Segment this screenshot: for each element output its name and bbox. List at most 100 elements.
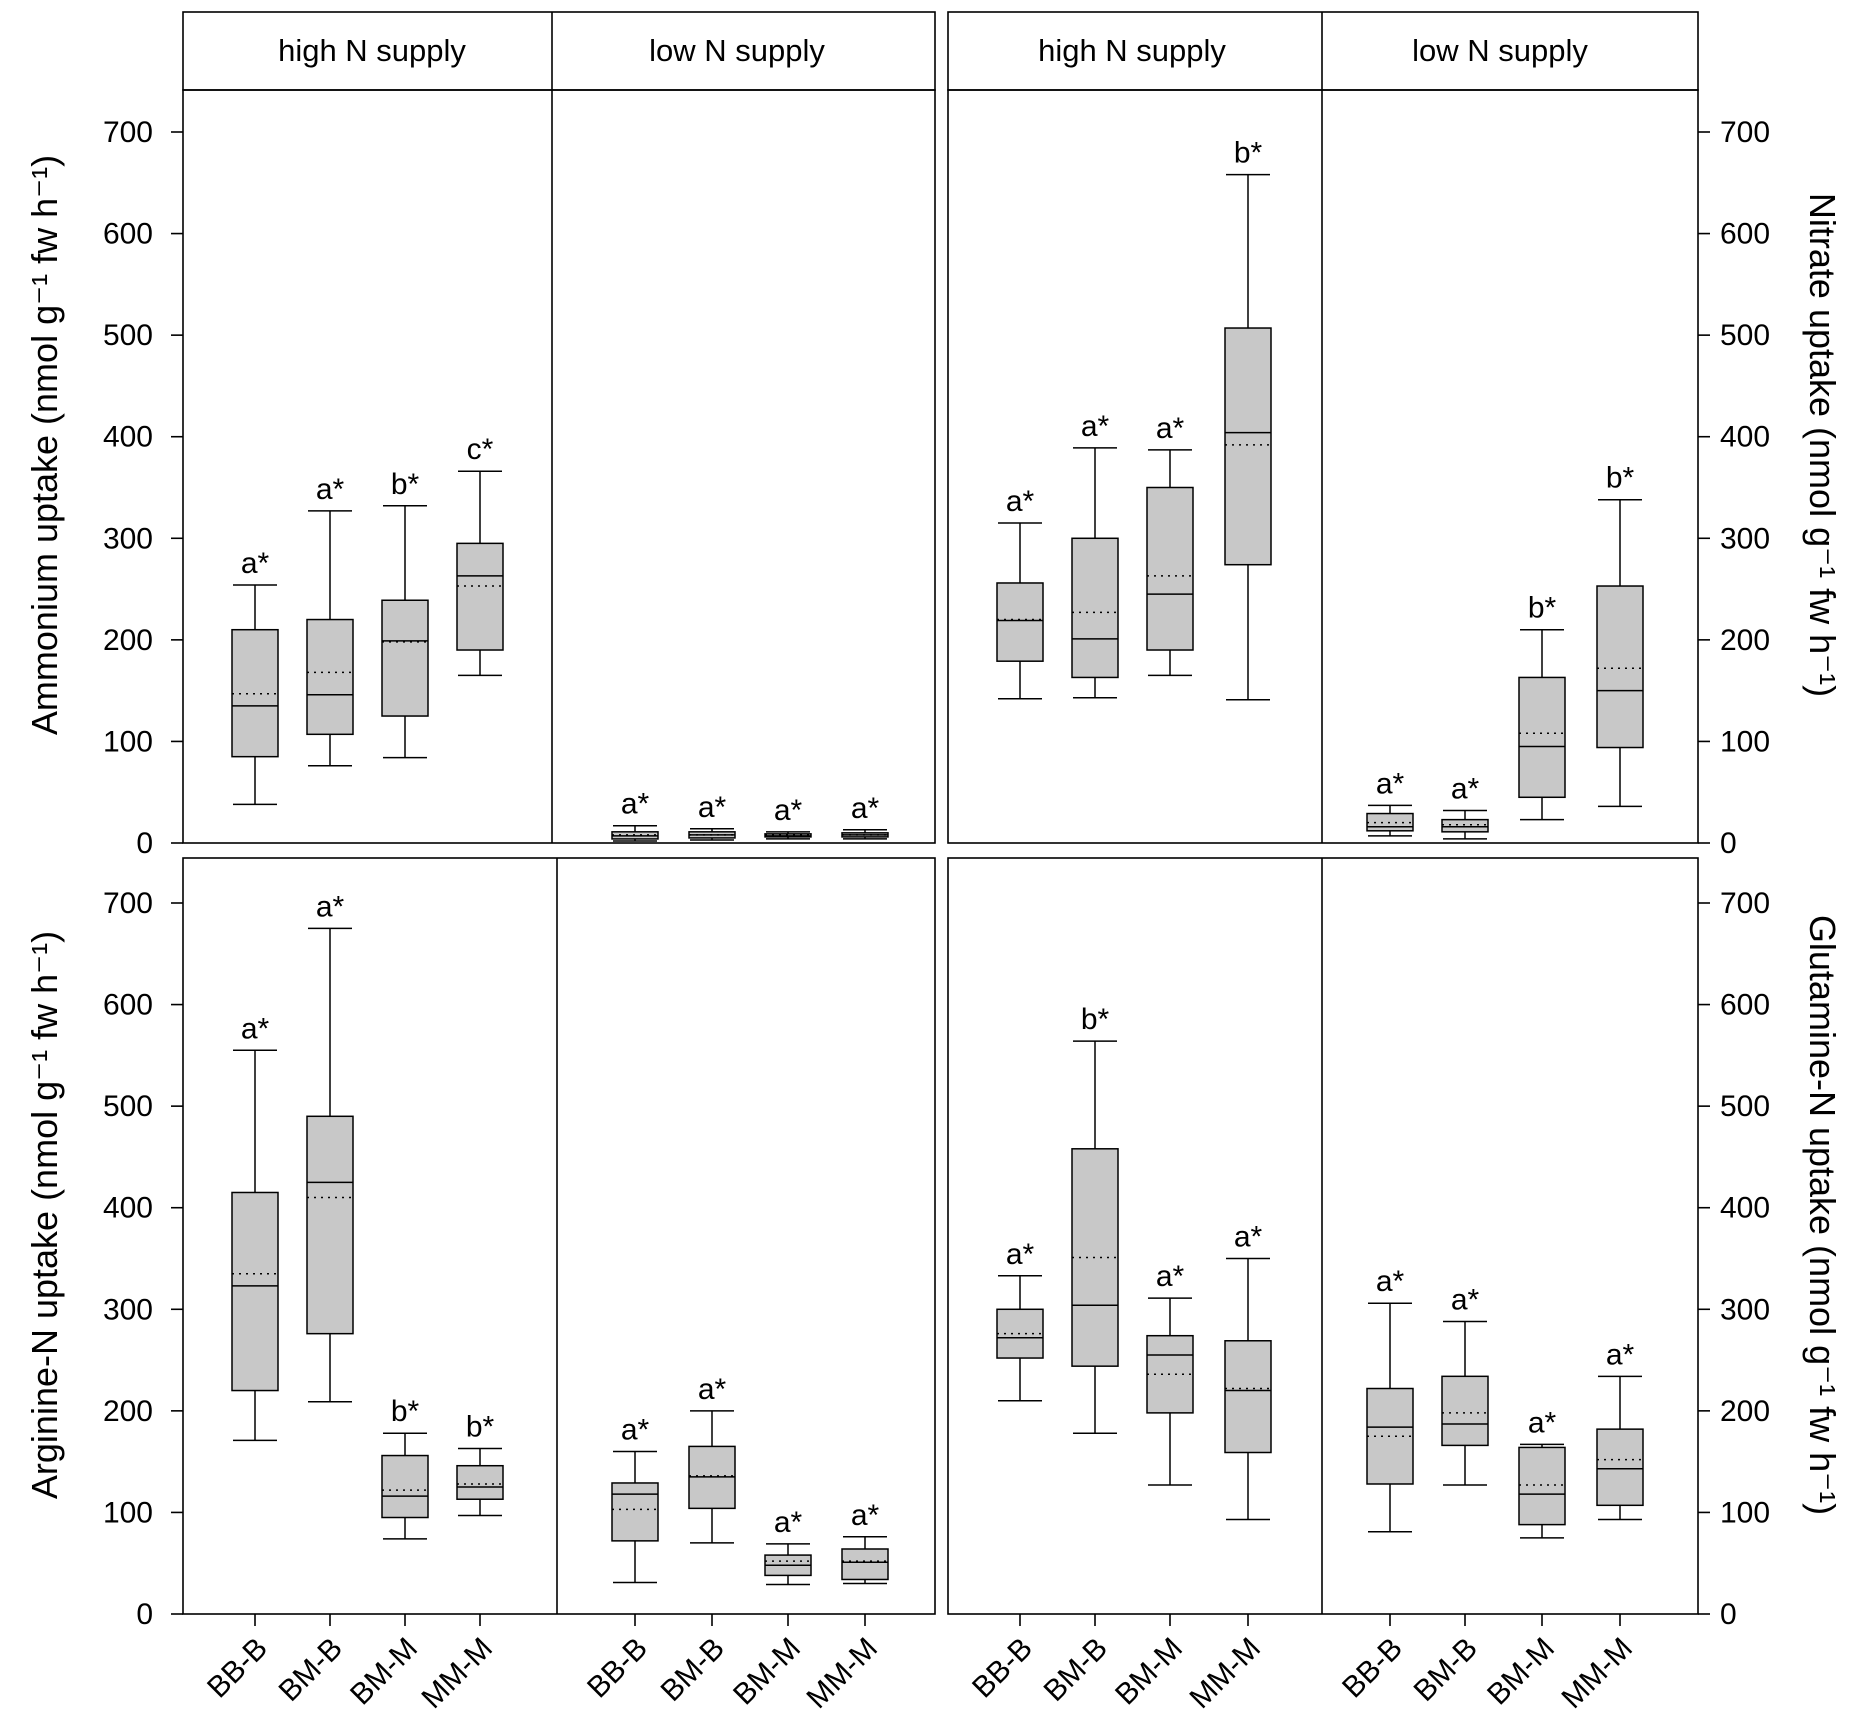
box-nitrate-uptake-bb-b-body [996,582,1044,662]
y-tick-label-left: 200 [103,624,153,657]
box-glutamine-n-uptake-bm-m-significance-label: a* [1156,1260,1185,1293]
box-glutamine-n-uptake-mm-m-body [1596,1428,1644,1507]
box-ammonium-uptake-bb-b-significance-label: a* [621,788,650,821]
x-tick-label: BB-B [1336,1632,1409,1705]
panel-glutamine-frame [947,857,1699,1615]
strip-label-left-high: high N supply [278,33,466,68]
box-arginine-n-uptake-bb-b-body [611,1482,659,1542]
x-tick-label: BM-M [1481,1632,1561,1712]
y-tick-label-left: 500 [103,1090,153,1123]
x-tick-label: BM-B [1408,1632,1484,1708]
panel-nitrate-frame [947,89,1699,844]
box-arginine-n-uptake-mm-m-body [841,1548,889,1581]
box-nitrate-uptake-bm-b-significance-label: a* [1081,410,1110,443]
box-glutamine-n-uptake-bb-b-significance-label: a* [1006,1238,1035,1271]
y-tick-label-right: 100 [1720,1496,1770,1529]
y-tick-label-right: 300 [1720,522,1770,555]
y-tick-label-left: 0 [136,827,153,860]
box-glutamine-n-uptake-bb-b-significance-label: a* [1376,1265,1405,1298]
box-ammonium-uptake-mm-m-significance-label: c* [467,433,494,466]
box-arginine-n-uptake-bm-m-body [381,1454,429,1519]
x-tick-label: BM-B [655,1632,731,1708]
box-arginine-n-uptake-mm-m-body [456,1464,504,1500]
y-tick-label-right: 400 [1720,1192,1770,1225]
x-tick-label: BM-M [1109,1632,1189,1712]
box-nitrate-uptake-bm-m-body [1518,676,1566,799]
box-glutamine-n-uptake-bm-m-significance-label: a* [1528,1406,1557,1439]
x-tick-label: BB-B [581,1632,654,1705]
box-glutamine-n-uptake-bm-m-body [1518,1446,1566,1526]
box-ammonium-uptake-bm-m-significance-label: a* [774,794,803,827]
box-arginine-n-uptake-bm-b-significance-label: a* [316,890,345,923]
y-tick-label-right: 700 [1720,116,1770,149]
box-ammonium-uptake-bm-b-significance-label: a* [316,473,345,506]
strip-label-right-high: high N supply [1038,33,1226,68]
y-tick-label-left: 300 [103,522,153,555]
x-tick-label: BM-M [727,1632,807,1712]
box-nitrate-uptake-bm-m-significance-label: a* [1156,412,1185,445]
ylabel-arginine: Arginine-N uptake (nmol g⁻¹ fw h⁻¹) [24,931,65,1499]
box-ammonium-uptake-mm-m-body [456,542,504,651]
y-tick-label-right: 400 [1720,421,1770,454]
box-glutamine-n-uptake-bm-b-significance-label: a* [1451,1283,1480,1316]
box-arginine-n-uptake-mm-m-significance-label: a* [851,1499,880,1532]
y-tick-label-left: 100 [103,725,153,758]
box-arginine-n-uptake-bm-b-body [306,1115,354,1335]
x-tick-label: MM-M [801,1632,884,1715]
y-tick-label-right: 100 [1720,725,1770,758]
y-tick-label-left: 600 [103,218,153,251]
panel-ammonium-frame [182,89,936,844]
box-nitrate-uptake-bm-m-body [1146,486,1194,651]
y-tick-label-right: 200 [1720,624,1770,657]
y-tick-label-right: 700 [1720,887,1770,920]
box-arginine-n-uptake-mm-m-significance-label: b* [466,1410,495,1443]
box-arginine-n-uptake-bm-m-significance-label: a* [774,1506,803,1539]
y-tick-label-left: 600 [103,989,153,1022]
x-tick-label: BM-B [273,1632,349,1708]
ylabel-glutamine: Glutamine-N uptake (nmol g⁻¹ fw h⁻¹) [1802,915,1843,1515]
box-ammonium-uptake-mm-m-significance-label: a* [851,792,880,825]
box-ammonium-uptake-bm-b-body [306,618,354,736]
y-tick-label-left: 200 [103,1395,153,1428]
y-tick-label-left: 400 [103,1192,153,1225]
box-nitrate-uptake-bm-b-body [1441,818,1489,833]
box-nitrate-uptake-bm-b-significance-label: a* [1451,772,1480,805]
box-ammonium-uptake-bm-m-body [381,599,429,717]
y-tick-label-right: 600 [1720,989,1770,1022]
box-glutamine-n-uptake-mm-m-significance-label: a* [1234,1221,1263,1254]
y-tick-label-left: 700 [103,887,153,920]
y-tick-label-right: 0 [1720,1598,1737,1631]
y-tick-label-left: 500 [103,319,153,352]
x-tick-label: BM-M [344,1632,424,1712]
box-ammonium-uptake-bb-b-significance-label: a* [241,547,270,580]
box-arginine-n-uptake-bm-b-significance-label: a* [698,1373,727,1406]
box-glutamine-n-uptake-bm-b-body [1441,1375,1489,1447]
box-arginine-n-uptake-bb-b-significance-label: a* [621,1413,650,1446]
box-nitrate-uptake-mm-m-body [1224,327,1272,566]
x-tick-label: MM-M [1556,1632,1639,1715]
box-arginine-n-uptake-bb-b-body [231,1191,279,1392]
box-ammonium-uptake-bm-m-significance-label: b* [391,468,420,501]
y-tick-label-left: 400 [103,421,153,454]
x-tick-label: BM-B [1038,1632,1114,1708]
box-ammonium-uptake-bm-b-significance-label: a* [698,791,727,824]
strip-label-left-low: low N supply [649,33,825,68]
box-glutamine-n-uptake-mm-m-body [1224,1340,1272,1454]
y-tick-label-left: 100 [103,1496,153,1529]
box-glutamine-n-uptake-mm-m-significance-label: a* [1606,1338,1635,1371]
box-nitrate-uptake-bm-b-body [1071,537,1119,679]
ylabel-ammonium: Ammonium uptake (nmol g⁻¹ fw h⁻¹) [24,155,65,735]
box-nitrate-uptake-bm-m-significance-label: b* [1528,592,1557,625]
box-nitrate-uptake-mm-m-significance-label: b* [1606,462,1635,495]
y-tick-label-left: 700 [103,116,153,149]
box-nitrate-uptake-mm-m-significance-label: b* [1234,137,1263,170]
box-arginine-n-uptake-bm-m-significance-label: b* [391,1395,420,1428]
y-tick-label-right: 200 [1720,1395,1770,1428]
y-tick-label-left: 0 [136,1598,153,1631]
ylabel-nitrate: Nitrate uptake (nmol g⁻¹ fw h⁻¹) [1802,193,1843,697]
y-tick-label-right: 300 [1720,1293,1770,1326]
panel-arginine-frame [182,857,936,1615]
box-glutamine-n-uptake-bm-b-significance-label: b* [1081,1003,1110,1036]
x-tick-label: MM-M [416,1632,499,1715]
